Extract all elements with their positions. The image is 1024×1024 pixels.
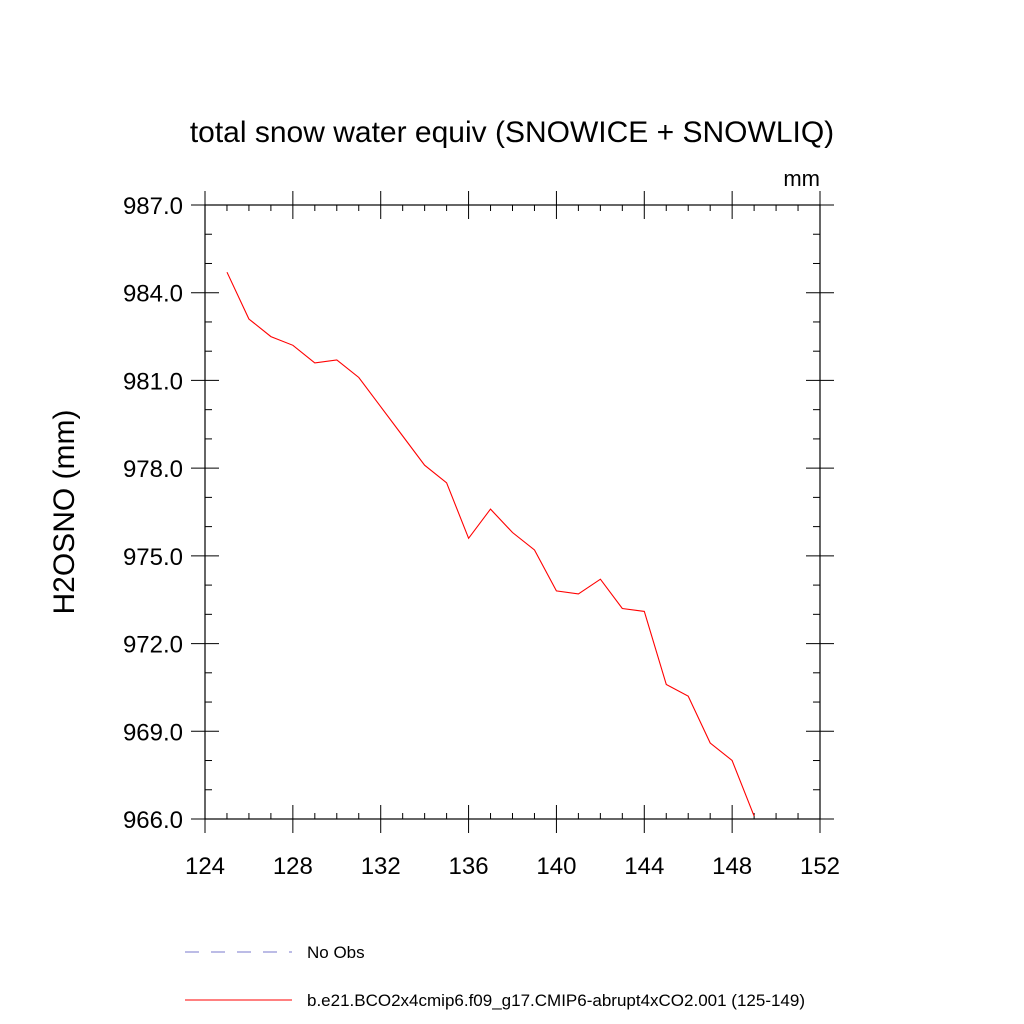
x-tick-label: 136 [449,853,489,880]
y-tick-label: 984.0 [123,281,183,308]
legend-label-no-obs: No Obs [307,943,365,962]
x-tick-label: 132 [361,853,401,880]
x-tick-label: 148 [712,853,752,880]
x-tick-label: 128 [273,853,313,880]
x-tick-label: 124 [185,853,225,880]
y-tick-label: 972.0 [123,632,183,659]
x-tick-label: 152 [800,853,840,880]
chart-title: total snow water equiv (SNOWICE + SNOWLI… [190,116,834,149]
y-tick-label: 966.0 [123,807,183,834]
y-axis-label: H2OSNO (mm) [48,410,81,615]
series-lines [226,271,755,817]
y-tick-label: 969.0 [123,719,183,746]
y-tick-label: 975.0 [123,544,183,571]
x-tick-label: 144 [624,853,664,880]
x-tick-label: 140 [536,853,576,880]
y-tick-label: 987.0 [123,193,183,220]
y-tick-labels: 966.0 969.0 972.0 975.0 978.0 981.0 984.0 987.0 [123,193,183,834]
series-line [226,271,755,817]
axis-ticks [191,191,834,833]
y-tick-label: 981.0 [123,368,183,395]
legend-label-model-run: b.e21.BCO2x4cmip6.f09_g17.CMIP6-abrupt4x… [307,991,805,1010]
legend: No Obs b.e21.BCO2x4cmip6.f09_g17.CMIP6-a… [185,943,805,1010]
x-tick-labels: 124 128 132 136 140 144 148 152 [185,853,840,880]
y-tick-label: 978.0 [123,456,183,483]
units-label: mm [783,166,820,191]
plot-frame [204,204,821,820]
